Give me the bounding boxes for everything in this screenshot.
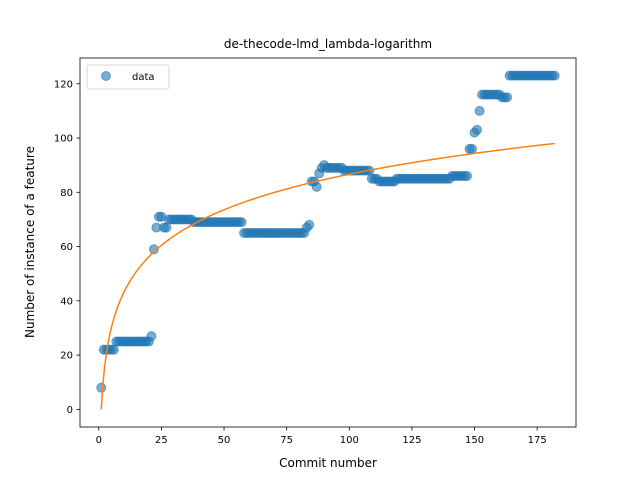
x-tick-label: 175	[528, 435, 547, 446]
y-tick-label: 120	[54, 79, 73, 90]
y-tick-label: 60	[60, 242, 73, 253]
data-point	[502, 92, 513, 103]
legend-label-data: data	[132, 72, 155, 83]
legend-marker-data	[101, 71, 111, 81]
legend-box	[86, 64, 170, 90]
y-tick-label: 40	[60, 296, 73, 307]
x-tick-label: 25	[155, 435, 168, 446]
data-point	[462, 171, 473, 182]
data-point	[108, 344, 119, 355]
data-point	[304, 219, 315, 230]
data-point	[148, 244, 159, 255]
axis-ticks: 0 25 50 75 100 125 150 175 0 20 40 60 80 100 120	[54, 79, 547, 446]
data-point	[474, 105, 485, 116]
y-tick-label: 0	[67, 405, 73, 416]
plot-area	[96, 70, 560, 410]
data-point	[146, 331, 157, 342]
x-tick-label: 50	[218, 435, 231, 446]
y-tick-label: 100	[54, 134, 73, 145]
x-tick-label: 125	[402, 435, 421, 446]
data-point	[472, 124, 483, 135]
x-tick-label: 100	[340, 435, 359, 446]
y-axis-label: Number of instance of a feature	[23, 146, 37, 338]
x-tick-label: 0	[96, 435, 102, 446]
data-point	[236, 217, 247, 228]
y-tick-label: 80	[60, 188, 73, 199]
fit-curve	[100, 142, 555, 410]
data-point	[467, 143, 478, 154]
x-tick-label: 75	[280, 435, 293, 446]
data-point	[311, 181, 322, 192]
y-tick-label: 20	[60, 351, 73, 362]
chart-title: de-thecode-lmd_lambda-logarithm	[224, 37, 432, 51]
x-axis-label: Commit number	[279, 456, 377, 470]
data-point	[96, 382, 107, 393]
x-tick-label: 150	[465, 435, 484, 446]
data-point	[161, 222, 172, 233]
plot-frame	[79, 57, 577, 428]
legend: data	[86, 64, 170, 90]
data-point	[549, 70, 560, 81]
